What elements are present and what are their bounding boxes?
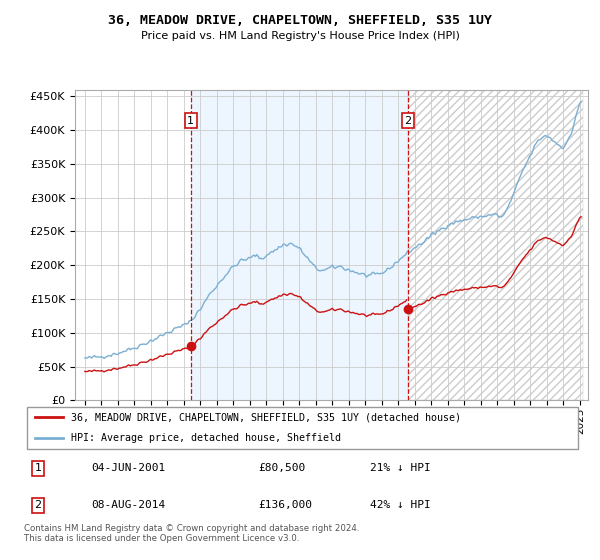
Text: 36, MEADOW DRIVE, CHAPELTOWN, SHEFFIELD, S35 1UY (detached house): 36, MEADOW DRIVE, CHAPELTOWN, SHEFFIELD,…: [71, 412, 461, 422]
Text: HPI: Average price, detached house, Sheffield: HPI: Average price, detached house, Shef…: [71, 433, 341, 444]
Text: £136,000: £136,000: [259, 501, 313, 510]
Text: 1: 1: [34, 463, 41, 473]
Text: 1: 1: [187, 116, 194, 125]
Text: Price paid vs. HM Land Registry's House Price Index (HPI): Price paid vs. HM Land Registry's House …: [140, 31, 460, 41]
Bar: [408, 90, 583, 400]
Text: Contains HM Land Registry data © Crown copyright and database right 2024.
This d: Contains HM Land Registry data © Crown c…: [24, 524, 359, 543]
Text: 42% ↓ HPI: 42% ↓ HPI: [370, 501, 431, 510]
Text: 21% ↓ HPI: 21% ↓ HPI: [370, 463, 431, 473]
Text: 04-JUN-2001: 04-JUN-2001: [91, 463, 165, 473]
Text: 08-AUG-2014: 08-AUG-2014: [91, 501, 165, 510]
Text: £80,500: £80,500: [259, 463, 305, 473]
Text: 2: 2: [34, 501, 41, 510]
FancyBboxPatch shape: [27, 407, 578, 449]
Text: 36, MEADOW DRIVE, CHAPELTOWN, SHEFFIELD, S35 1UY: 36, MEADOW DRIVE, CHAPELTOWN, SHEFFIELD,…: [108, 14, 492, 27]
Text: 2: 2: [404, 116, 412, 125]
Bar: [191, 90, 408, 400]
